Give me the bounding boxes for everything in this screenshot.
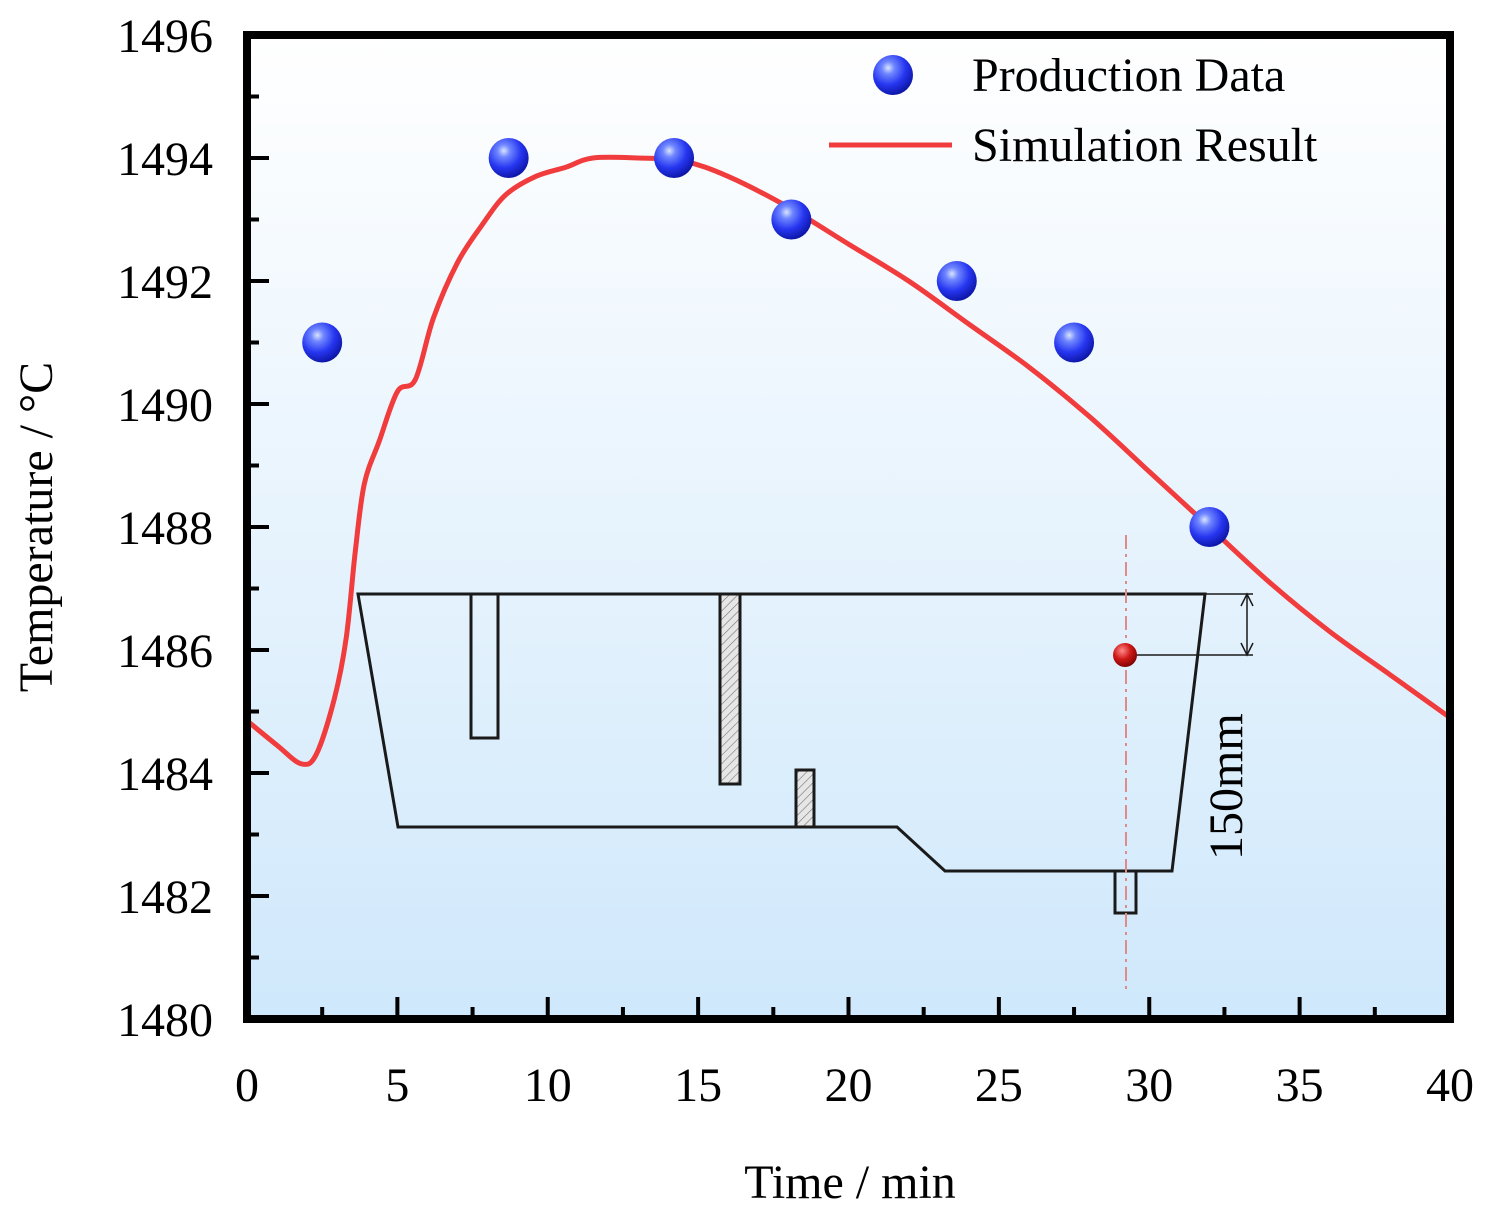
y-tick-label: 1488 bbox=[117, 502, 213, 555]
y-tick-label: 1492 bbox=[117, 256, 213, 309]
plot-frame bbox=[243, 31, 1454, 1023]
dim-arrow-down-icon bbox=[1240, 642, 1254, 657]
x-tick-label: 30 bbox=[1125, 1059, 1173, 1112]
production-data-point bbox=[1054, 322, 1095, 363]
dam-2 bbox=[794, 768, 816, 829]
legend-label-simulation: Simulation Result bbox=[972, 119, 1318, 172]
production-data-point bbox=[936, 261, 977, 301]
legend-marker-production bbox=[873, 55, 913, 95]
x-tick-label: 0 bbox=[235, 1059, 259, 1112]
dam-1 bbox=[718, 592, 742, 786]
dim-arrow-up-icon bbox=[1240, 592, 1254, 607]
y-axis-title: Temperature / °C bbox=[10, 362, 63, 692]
x-tick-label: 35 bbox=[1276, 1059, 1324, 1112]
simulation-result-line bbox=[245, 154, 1452, 767]
x-tick-label: 5 bbox=[385, 1059, 409, 1112]
x-tick-label: 25 bbox=[975, 1059, 1023, 1112]
legend-label-production: Production Data bbox=[972, 49, 1285, 102]
y-tick-label: 1486 bbox=[117, 625, 213, 678]
x-tick-label: 10 bbox=[524, 1059, 572, 1112]
legend: Production Data Simulation Result bbox=[829, 49, 1318, 172]
y-tick-label: 1496 bbox=[117, 10, 213, 63]
monitor-point bbox=[1113, 643, 1137, 667]
x-tick-label: 15 bbox=[674, 1059, 722, 1112]
x-axis-title: Time / min bbox=[744, 1156, 956, 1209]
y-tick-label: 1484 bbox=[117, 748, 213, 801]
production-data-point bbox=[488, 138, 529, 178]
y-tick-label: 1480 bbox=[117, 994, 213, 1047]
y-tick-label: 1482 bbox=[117, 871, 213, 924]
dimension-150mm bbox=[1126, 592, 1254, 657]
weir-1 bbox=[469, 592, 500, 740]
production-data-point bbox=[771, 199, 812, 240]
y-tick-label: 1490 bbox=[117, 379, 213, 432]
dimension-label: 150mm bbox=[1200, 713, 1253, 860]
plot-background bbox=[247, 35, 1450, 1019]
production-data-point bbox=[654, 138, 695, 178]
x-tick-label: 40 bbox=[1426, 1059, 1474, 1112]
x-tick-label: 20 bbox=[825, 1059, 873, 1112]
production-data-point bbox=[1189, 507, 1230, 547]
y-tick-label: 1494 bbox=[117, 133, 213, 186]
production-data-point bbox=[302, 322, 343, 363]
